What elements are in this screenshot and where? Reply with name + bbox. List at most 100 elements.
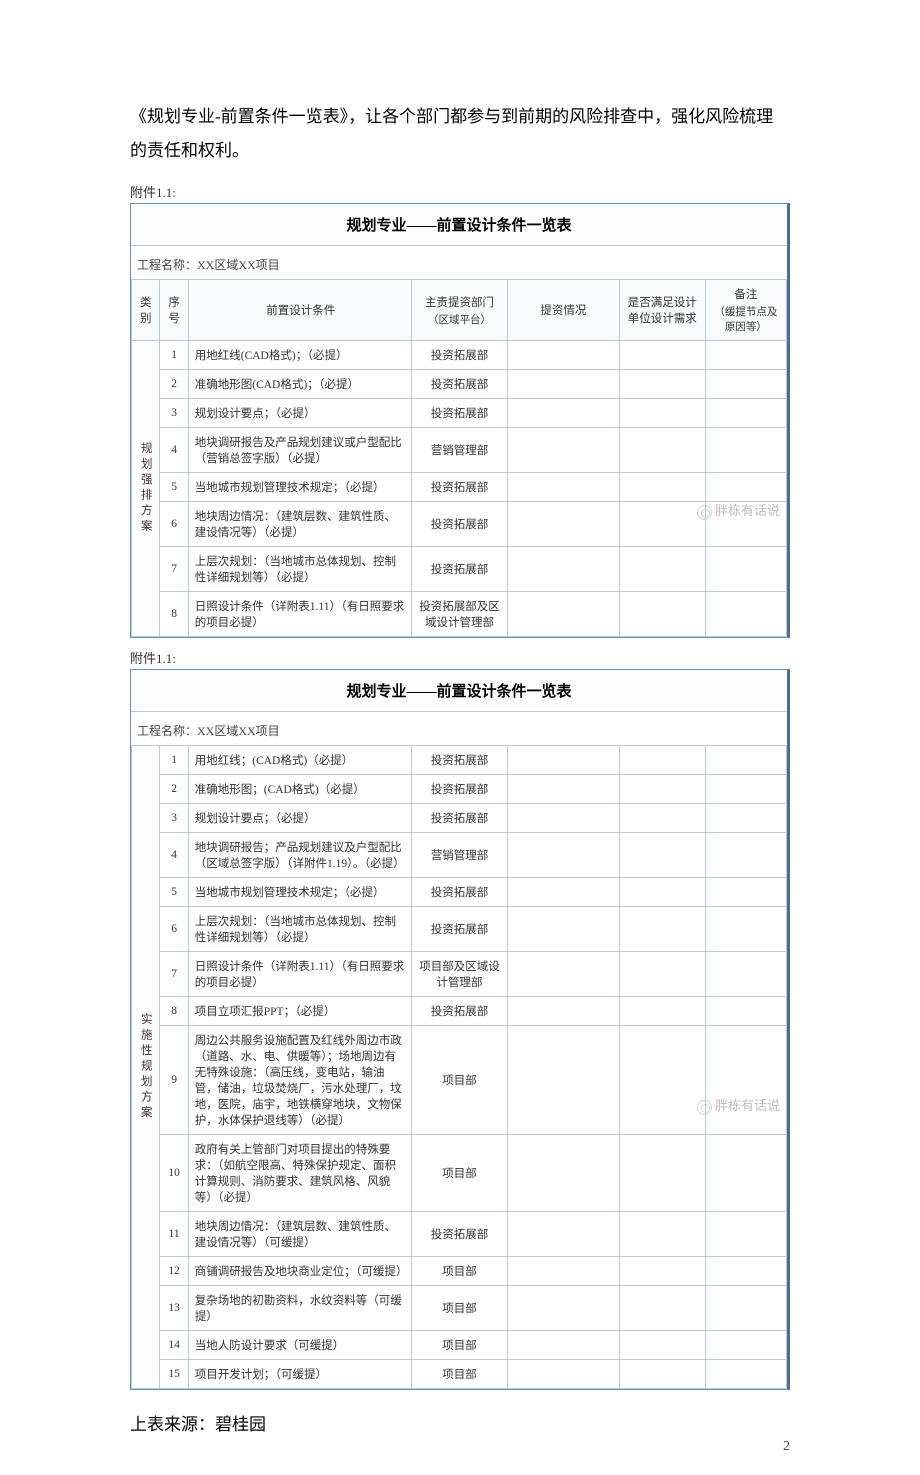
dept-cell: 投资拓展部 — [411, 878, 507, 907]
empty-cell — [619, 804, 705, 833]
condition-cell: 日照设计条件（详附表1.11）（有日照要求的项目必提） — [188, 592, 411, 637]
table-row: 13复杂场地的初勘资料，水纹资料等（可缓提）项目部 — [132, 1286, 787, 1331]
dept-cell: 投资拓展部 — [411, 907, 507, 952]
table-1-wrapper: 规划专业——前置设计条件一览表 工程名称：XX区域XX项目 类别 序号 前置设计… — [130, 203, 790, 638]
empty-cell — [705, 804, 786, 833]
empty-cell — [619, 775, 705, 804]
empty-cell — [619, 833, 705, 878]
empty-cell — [619, 592, 705, 637]
watermark-2: 胖栋有话说 — [697, 1095, 780, 1115]
empty-cell — [619, 473, 705, 502]
empty-cell — [508, 502, 620, 547]
wechat-icon — [697, 1100, 712, 1115]
empty-cell — [508, 473, 620, 502]
seq-cell: 5 — [160, 878, 188, 907]
empty-cell — [619, 1026, 705, 1135]
source-attribution: 上表来源：碧桂园 — [130, 1410, 790, 1435]
empty-cell — [508, 370, 620, 399]
empty-cell — [508, 833, 620, 878]
table-row: 6上层次规划：（当地城市总体规划、控制性详细规划等）（必提）投资拓展部 — [132, 907, 787, 952]
empty-cell — [508, 878, 620, 907]
empty-cell — [619, 952, 705, 997]
empty-cell — [619, 1257, 705, 1286]
table-row: 5当地城市规划管理技术规定；（必提）投资拓展部 — [132, 878, 787, 907]
seq-cell: 6 — [160, 907, 188, 952]
table-row: 规划强排方案1用地红线(CAD格式)；（必提）投资拓展部 — [132, 341, 787, 370]
watermark-text-1: 胖栋有话说 — [715, 503, 780, 518]
dept-cell: 投资拓展部 — [411, 473, 507, 502]
empty-cell — [705, 746, 786, 775]
empty-cell — [508, 907, 620, 952]
condition-cell: 地块调研报告；产品规划建议及户型配比（区域总签字版）（详附件1.19）。（必提） — [188, 833, 411, 878]
table-row: 8项目立项汇报PPT；（必提）投资拓展部 — [132, 997, 787, 1026]
condition-cell: 地块周边情况：（建筑层数、建筑性质、建设情况等）（可缓提） — [188, 1212, 411, 1257]
empty-cell — [619, 878, 705, 907]
table-2-wrapper: 规划专业——前置设计条件一览表 工程名称：XX区域XX项目 实施性规划方案1用地… — [130, 669, 790, 1390]
empty-cell — [619, 1212, 705, 1257]
seq-cell: 5 — [160, 473, 188, 502]
condition-cell: 政府有关上管部门对项目提出的特殊要求：（如航空限高、特殊保护规定、面积计算规则、… — [188, 1135, 411, 1212]
dept-cell: 投资拓展部 — [411, 502, 507, 547]
empty-cell — [705, 370, 786, 399]
condition-cell: 周边公共服务设施配置及红线外周边市政（道路、水、电、供暖等）；场地周边有无特殊设… — [188, 1026, 411, 1135]
empty-cell — [705, 547, 786, 592]
seq-cell: 4 — [160, 833, 188, 878]
condition-cell: 当地城市规划管理技术规定；（必提） — [188, 878, 411, 907]
table-row: 12商铺调研报告及地块商业定位；（可缓提）项目部 — [132, 1257, 787, 1286]
condition-cell: 准确地形图；(CAD格式)（必提） — [188, 775, 411, 804]
watermark-text-2: 胖栋有话说 — [715, 1098, 780, 1113]
condition-cell: 项目开发计划；（可缓提） — [188, 1360, 411, 1389]
empty-cell — [705, 1360, 786, 1389]
empty-cell — [619, 1135, 705, 1212]
condition-cell: 复杂场地的初勘资料，水纹资料等（可缓提） — [188, 1286, 411, 1331]
table-row: 11地块周边情况：（建筑层数、建筑性质、建设情况等）（可缓提）投资拓展部 — [132, 1212, 787, 1257]
condition-cell: 地块调研报告及产品规划建议或户型配比（营销总签字版）（必提） — [188, 428, 411, 473]
seq-cell: 2 — [160, 775, 188, 804]
empty-cell — [508, 341, 620, 370]
condition-cell: 当地城市规划管理技术规定；（必提） — [188, 473, 411, 502]
dept-cell: 投资拓展部 — [411, 341, 507, 370]
th-meet: 是否满足设计单位设计需求 — [619, 280, 705, 341]
seq-cell: 1 — [160, 746, 188, 775]
condition-cell: 准确地形图(CAD格式)；（必提） — [188, 370, 411, 399]
empty-cell — [619, 1286, 705, 1331]
table-2-title: 规划专业——前置设计条件一览表 — [131, 670, 787, 712]
table-row: 7上层次规划：（当地城市总体规划、控制性详细规划等）（必提）投资拓展部 — [132, 547, 787, 592]
table-row: 4地块调研报告及产品规划建议或户型配比（营销总签字版）（必提）营销管理部 — [132, 428, 787, 473]
empty-cell — [705, 997, 786, 1026]
empty-cell — [705, 907, 786, 952]
empty-cell — [705, 775, 786, 804]
empty-cell — [705, 399, 786, 428]
dept-cell: 投资拓展部 — [411, 1212, 507, 1257]
condition-cell: 地块周边情况：（建筑层数、建筑性质、建设情况等）（必提） — [188, 502, 411, 547]
table-row: 8日照设计条件（详附表1.11）（有日照要求的项目必提）投资拓展部及区域设计管理… — [132, 592, 787, 637]
empty-cell — [619, 399, 705, 428]
empty-cell — [508, 746, 620, 775]
seq-cell: 8 — [160, 592, 188, 637]
table-row: 实施性规划方案1用地红线；(CAD格式)（必提）投资拓展部 — [132, 746, 787, 775]
empty-cell — [508, 952, 620, 997]
table-row: 7日照设计条件（详附表1.11）（有日照要求的项目必提）项目部及区域设计管理部 — [132, 952, 787, 997]
empty-cell — [705, 592, 786, 637]
dept-cell: 项目部 — [411, 1135, 507, 1212]
attachment-label-1: 附件1.1: — [130, 182, 790, 201]
empty-cell — [619, 1331, 705, 1360]
empty-cell — [705, 952, 786, 997]
condition-cell: 上层次规划：（当地城市总体规划、控制性详细规划等）（必提） — [188, 907, 411, 952]
th-category: 类别 — [132, 280, 160, 341]
condition-cell: 日照设计条件（详附表1.11）（有日照要求的项目必提） — [188, 952, 411, 997]
empty-cell — [705, 1212, 786, 1257]
conditions-table-1: 类别 序号 前置设计条件 主责提资部门 （区域平台） 提资情况 是否满足设计单位… — [131, 279, 787, 637]
empty-cell — [705, 833, 786, 878]
seq-cell: 1 — [160, 341, 188, 370]
empty-cell — [619, 428, 705, 473]
dept-cell: 项目部 — [411, 1026, 507, 1135]
empty-cell — [619, 547, 705, 592]
empty-cell — [508, 1286, 620, 1331]
seq-cell: 7 — [160, 952, 188, 997]
empty-cell — [705, 1286, 786, 1331]
empty-cell — [508, 997, 620, 1026]
category-cell: 实施性规划方案 — [132, 746, 160, 1389]
empty-cell — [508, 1360, 620, 1389]
watermark-1: 胖栋有话说 — [697, 500, 780, 520]
